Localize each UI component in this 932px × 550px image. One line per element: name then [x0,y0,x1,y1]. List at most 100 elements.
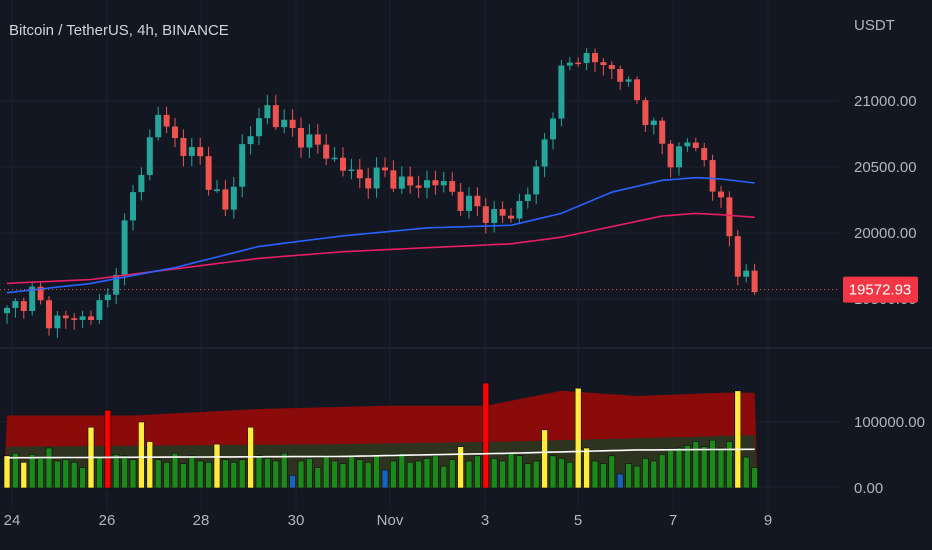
volume-bar [717,447,725,489]
candle-body [726,197,733,237]
price-badge [843,276,918,303]
candle-body [230,186,237,210]
candle-body [390,170,397,189]
candle-body [281,119,288,128]
candle-body [659,120,666,144]
volume-bar [238,459,246,489]
candle-body [4,307,10,314]
volume-bar [558,458,565,489]
candle-body [79,316,86,320]
candle-body [88,316,94,320]
volume-bar [516,455,523,489]
candle-body [138,174,145,193]
volume-bar [70,461,78,489]
candle-body [272,105,279,128]
volume-bar [734,390,742,489]
volume-bar [574,387,582,489]
volume-bar [322,455,330,489]
volume-bar [264,458,271,489]
candle-body [474,195,481,207]
candle-body [71,318,78,320]
volume-bar [650,460,658,489]
candle-body [558,65,565,119]
ma-fast-line [6,176,755,294]
candle-body [12,301,19,308]
candle-body [130,192,136,221]
candle-body [256,118,262,137]
candle-body [172,126,178,139]
volume-bar [356,459,364,489]
candle-body [382,167,388,171]
volume-bar [129,459,137,489]
volume-bar [406,461,414,489]
volume-bar [642,458,649,489]
volume-bar [541,429,548,489]
volume-bar [180,463,187,489]
candle-body [247,136,254,145]
candle-body [205,156,212,190]
candle-body [667,143,674,168]
candle-body [155,114,162,138]
time-tick-label: 9 [764,512,772,529]
volume-bar [112,454,120,489]
candle-body [306,134,313,148]
volume-bar [146,441,154,489]
volume-bar [700,446,708,489]
volume-bar [348,455,355,489]
candle-body [575,62,582,65]
volume-bar [751,467,758,489]
volume-bar [54,460,61,489]
candle-body [751,270,758,293]
volume-bar [247,426,254,489]
candle-body [676,146,682,168]
candle-body [407,176,414,186]
volume-bar [222,459,229,489]
candle-body [709,160,716,192]
volume-bar [79,467,86,489]
currency-label: USDT [854,17,895,34]
candle-body [298,127,304,148]
candle-body [46,300,52,329]
candle-body [365,178,372,189]
volume-average-line [6,448,755,459]
candles [4,48,758,338]
volume-bar [381,469,389,489]
time-tick-label: 5 [574,512,582,529]
volume-bar [726,441,733,489]
candle-body [550,118,556,140]
candle-body [718,191,724,198]
candle-body [541,139,548,167]
candle-body [398,176,405,189]
candle-body [54,315,61,329]
candle-body [583,53,590,64]
volume-bar [440,465,448,489]
candle-body [222,189,229,210]
volume-bar [658,454,666,489]
volume-bar [608,455,616,489]
candle-body [121,220,128,275]
time-tick-label: Nov [377,512,404,529]
volume-bar [163,461,170,489]
candle-body [348,169,355,171]
price-tick-label: 20000.00 [854,225,917,242]
candle-body [625,79,632,82]
volume-bar [289,474,296,489]
volume-bar [331,460,338,489]
candle-body [642,100,649,126]
time-tick-label: 28 [193,512,210,529]
candle-body [340,157,346,171]
candle-body [197,147,204,157]
volume-bar [28,454,36,489]
volume-bar [196,460,204,489]
candle-body [163,114,170,127]
price-badge-text: 19572.93 [849,282,912,299]
candle-body [449,181,456,192]
volume-bar [448,459,456,489]
candle-body [482,206,489,223]
volume-bar [364,461,372,489]
candle-body [239,144,246,187]
time-tick-label: 26 [99,512,116,529]
volume-bar [272,460,280,489]
